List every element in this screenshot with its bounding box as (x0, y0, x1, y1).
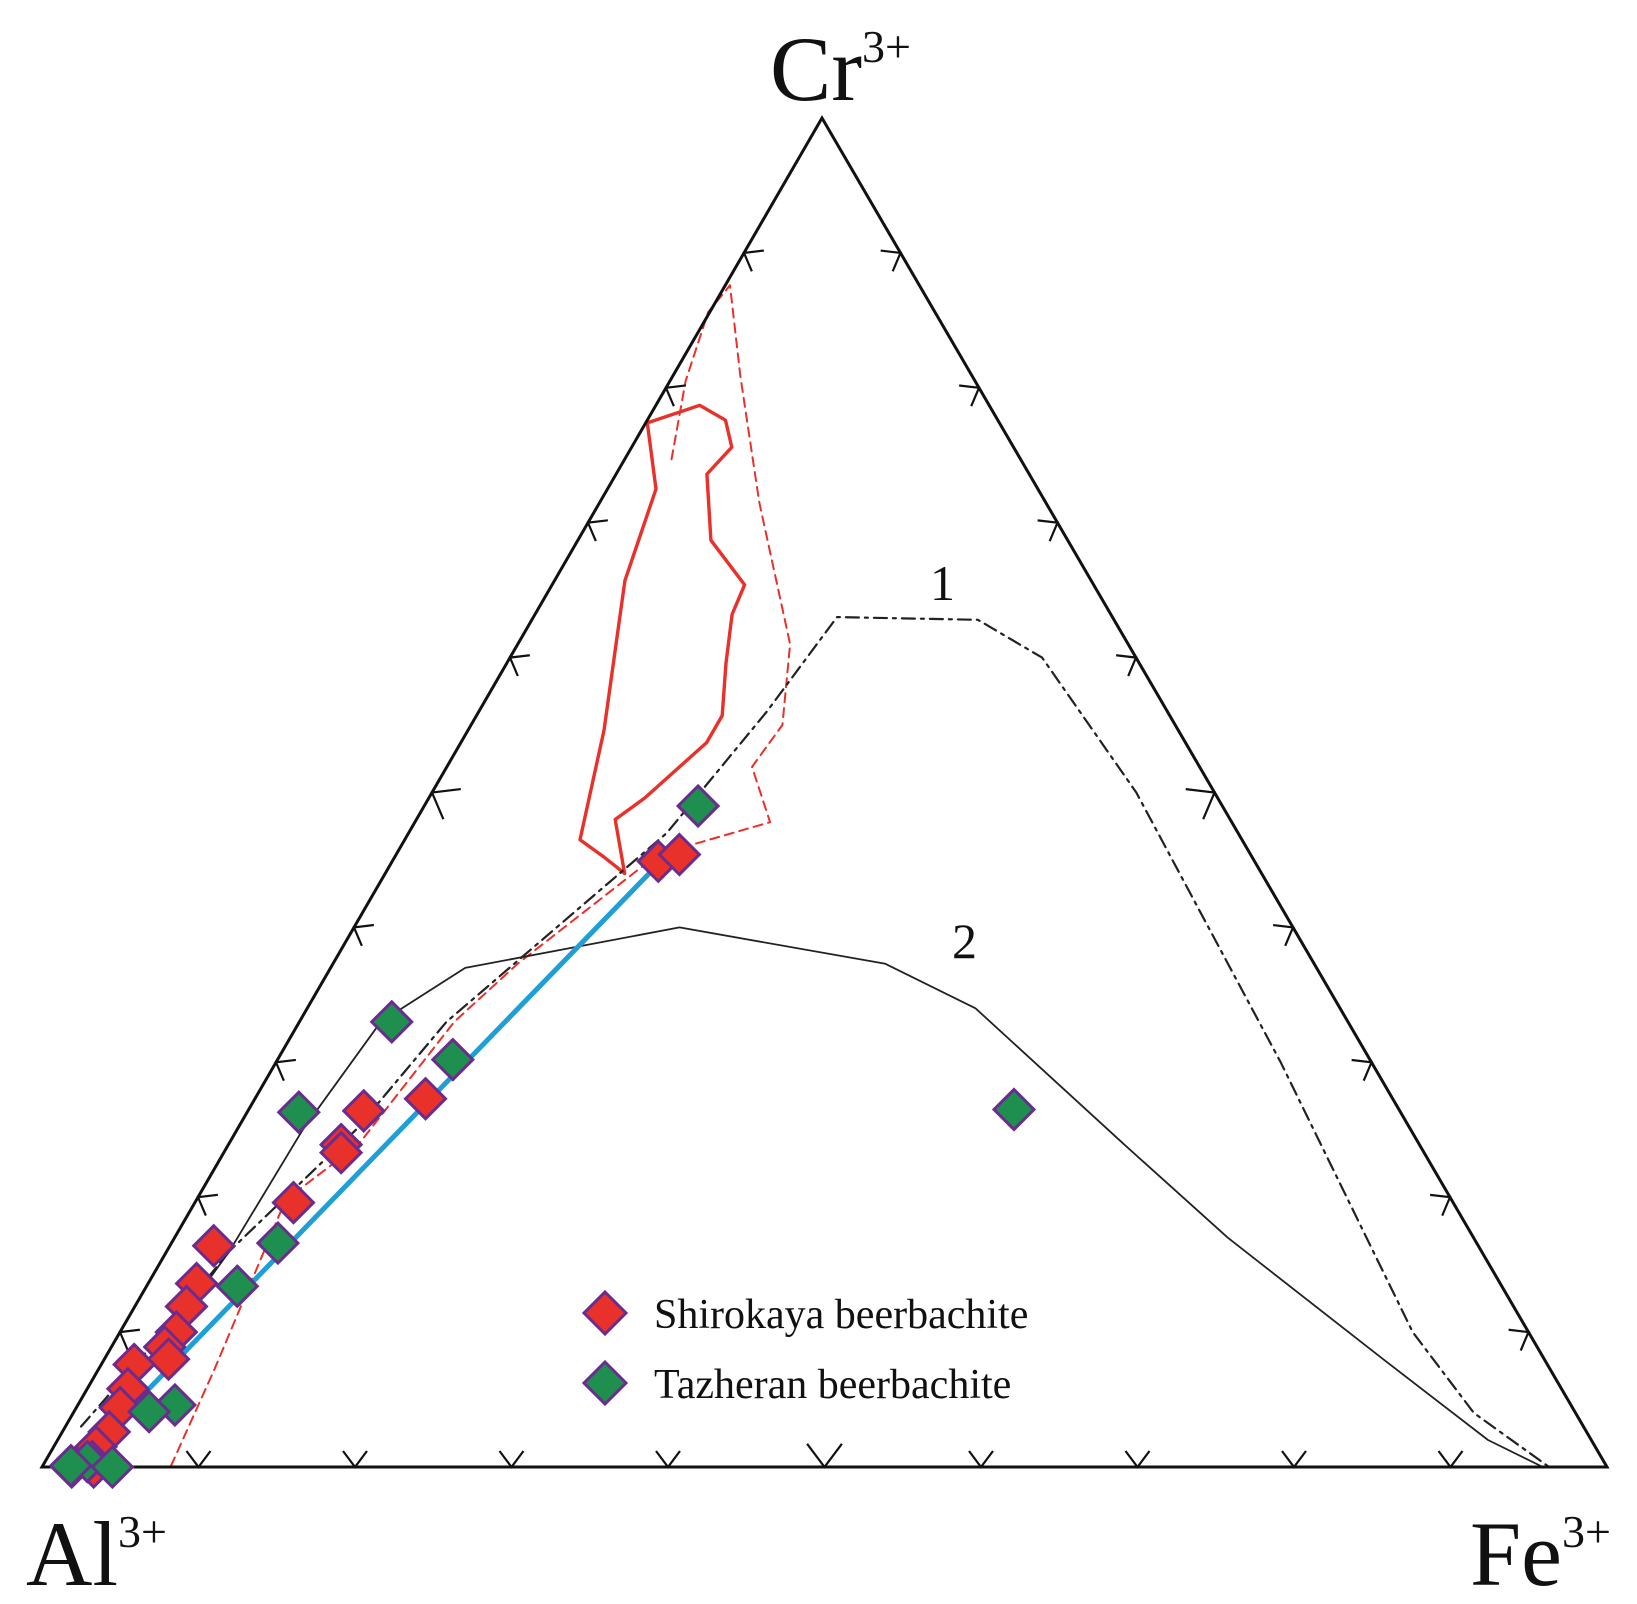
tick-bottom-9 (1437, 1450, 1464, 1469)
fields-layer (79, 284, 1551, 1469)
point-tazheran-9 (126, 1389, 172, 1434)
curve-2 (88, 926, 1544, 1468)
tick-bottom-2 (342, 1450, 368, 1469)
tick-bottom-8 (1281, 1450, 1307, 1469)
point-tazheran-7 (215, 1264, 260, 1309)
tick-right-9 (1508, 1328, 1531, 1351)
curve-1 (79, 615, 1551, 1469)
apex-label-al-sup: 3+ (118, 1506, 167, 1557)
apex-label-fe: Fe3+ (1470, 1503, 1611, 1604)
tick-right-7 (1351, 1058, 1374, 1082)
legend-label-tazheran: Tazheran beerbachite (654, 1362, 1011, 1408)
legend-label-shirokaya: Shirokaya beerbachite (654, 1292, 1028, 1338)
tick-right-1 (880, 249, 903, 272)
tick-right-6 (1273, 923, 1295, 947)
apex-label-fe-main: Fe (1470, 1503, 1562, 1604)
tick-bottom-1 (185, 1450, 212, 1469)
point-tazheran-1 (675, 783, 721, 829)
legend-marker-shirokaya (581, 1289, 629, 1337)
tick-left-6 (508, 654, 530, 677)
apex-label-al: Al3+ (26, 1503, 167, 1604)
point-tazheran-6 (255, 1220, 301, 1266)
tick-bottom-5 (806, 1443, 843, 1469)
point-tazheran-2 (991, 1087, 1037, 1132)
point-shirokaya-6 (318, 1130, 364, 1175)
point-tazheran-3 (369, 999, 414, 1044)
point-tazheran-11 (90, 1444, 135, 1490)
tick-bottom-7 (1124, 1450, 1151, 1469)
red-solid-field (578, 403, 747, 876)
tick-right-2 (959, 384, 981, 407)
data-points (48, 783, 1037, 1490)
point-shirokaya-7 (271, 1180, 316, 1225)
tick-right-4 (1116, 654, 1138, 677)
tick-left-1 (118, 1328, 140, 1351)
trend-arrow (112, 869, 653, 1427)
legend: Shirokaya beerbachite Tazheran beerbachi… (581, 1289, 1028, 1408)
point-shirokaya-13 (146, 1336, 191, 1382)
tick-right-5 (1185, 788, 1217, 820)
tick-bottom-3 (498, 1450, 525, 1469)
point-shirokaya-3 (403, 1076, 448, 1121)
tick-right-8 (1430, 1193, 1452, 1217)
apex-label-cr: Cr3+ (770, 18, 911, 120)
red-dashed-field (170, 284, 792, 1467)
apex-label-cr-main: Cr (770, 18, 862, 120)
tick-right-3 (1037, 519, 1060, 542)
apex-label-cr-sup: 3+ (862, 21, 911, 72)
point-shirokaya-4 (341, 1088, 386, 1133)
tick-bottom-4 (655, 1450, 681, 1469)
curve-1-label: 1 (930, 555, 955, 611)
tick-marks (118, 249, 1531, 1469)
point-tazheran-5 (276, 1090, 321, 1135)
tick-left-3 (274, 1058, 296, 1082)
tick-left-7 (586, 519, 608, 542)
tick-left-2 (196, 1193, 218, 1217)
point-shirokaya-2 (657, 832, 702, 877)
point-tazheran-4 (430, 1037, 475, 1082)
ternary-triangle (39, 115, 1610, 1469)
point-tazheran-12 (48, 1443, 94, 1488)
tick-left-4 (352, 923, 374, 947)
apex-label-fe-sup: 3+ (1562, 1506, 1611, 1557)
tick-left-5 (430, 787, 461, 820)
tick-left-9 (742, 249, 764, 272)
arrow-shaft (130, 869, 653, 1408)
tick-left-8 (664, 384, 686, 407)
point-shirokaya-8 (191, 1223, 236, 1268)
legend-marker-tazheran (581, 1359, 629, 1407)
apex-label-al-main: Al (26, 1503, 118, 1604)
tick-bottom-6 (968, 1450, 994, 1469)
curve-2-label: 2 (952, 913, 977, 969)
